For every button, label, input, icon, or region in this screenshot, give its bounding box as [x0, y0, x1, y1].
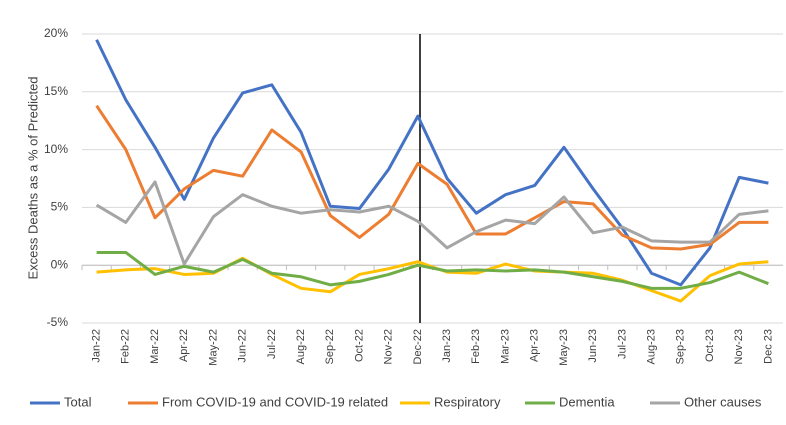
y-tick-label: 10%	[44, 142, 68, 156]
x-tick-label: Jan-22	[91, 329, 103, 363]
y-tick-label: 0%	[51, 257, 69, 271]
x-tick-label: Jul-22	[266, 329, 278, 359]
legend-label: Total	[64, 394, 92, 409]
x-tick-label: Aug-23	[645, 329, 657, 364]
x-tick-label: Sep-22	[324, 329, 336, 364]
x-tick-label: Jun-23	[587, 329, 599, 363]
y-tick-label: 5%	[51, 200, 69, 214]
x-tick-label: Mar-23	[499, 329, 511, 364]
legend-label: Respiratory	[434, 394, 501, 409]
x-tick-label: Jul-23	[616, 329, 628, 359]
legend-label: Other causes	[684, 394, 762, 409]
x-tick-label: May-22	[207, 329, 219, 366]
x-tick-label: Oct-23	[704, 329, 716, 362]
y-tick-label: -5%	[47, 315, 69, 329]
x-tick-label: Jan-23	[441, 329, 453, 363]
x-tick-label: Apr-23	[529, 329, 541, 362]
x-tick-label: Feb-23	[470, 329, 482, 364]
x-tick-label: Apr-22	[178, 329, 190, 362]
x-tick-label: Jun-22	[237, 329, 249, 363]
series-line	[96, 250, 769, 290]
legend-label: Dementia	[559, 394, 615, 409]
x-tick-label: Oct-22	[353, 329, 365, 362]
y-tick-label: 15%	[44, 84, 68, 98]
x-tick-label: Aug-22	[295, 329, 307, 364]
y-axis-label: Excess Deaths as a % of Predicted	[25, 76, 40, 279]
y-tick-label: 20%	[44, 26, 68, 40]
x-tick-label: Feb-22	[120, 329, 132, 364]
series-line	[95, 180, 769, 266]
x-tick-label: May-23	[558, 329, 570, 366]
x-tick-label: Nov-23	[733, 329, 745, 364]
x-tick-label: Nov-22	[383, 329, 395, 364]
series-line	[95, 104, 769, 251]
x-tick-label: Sep-23	[675, 329, 687, 364]
x-tick-label: Dec-22	[412, 329, 424, 364]
legend-label: From COVID-19 and COVID-19 related	[162, 394, 388, 409]
x-tick-label: Mar-22	[149, 329, 161, 364]
x-tick-label: Dec 23	[762, 329, 774, 364]
series-line	[95, 39, 769, 287]
